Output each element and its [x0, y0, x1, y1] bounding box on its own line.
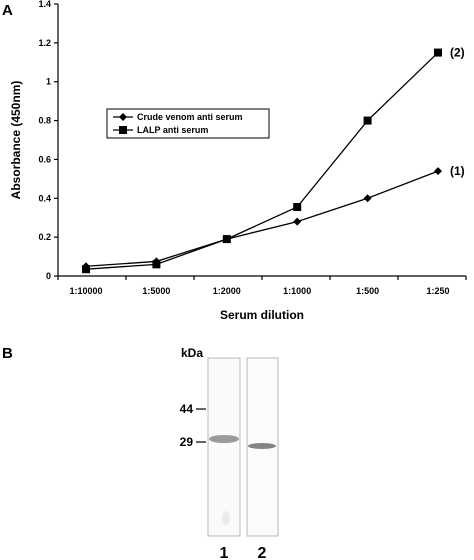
legend-box: [106, 108, 270, 139]
y-tick-label: 0.4: [38, 193, 51, 203]
x-tick-label: 1:250: [426, 286, 449, 296]
lane-2-band: [248, 443, 276, 449]
lane-2-label: 2: [258, 545, 267, 560]
y-tick-label: 0: [46, 271, 51, 281]
x-ticks: 1:10000 1:5000 1:2000 1:1000 1:500 1:250: [57, 276, 467, 296]
legend-label: Crude venom anti serum: [137, 112, 243, 122]
western-blot: [207, 357, 279, 537]
y-tick-label: 0.2: [38, 232, 51, 242]
series-1: [82, 167, 442, 271]
legend-label: LALP anti serum: [137, 125, 208, 135]
y-tick-label: 0.6: [38, 154, 51, 164]
x-tick-label: 1:5000: [142, 286, 170, 296]
data-point: [363, 194, 372, 203]
data-point: [82, 265, 90, 274]
x-tick-label: 1:2000: [213, 286, 241, 296]
series-2: [82, 48, 442, 274]
legend-marker: [119, 113, 127, 121]
marker-29-label: 29: [180, 435, 194, 449]
panel-a-letter: A: [2, 2, 13, 19]
data-point: [434, 48, 442, 57]
data-point: [363, 116, 372, 125]
line-chart: [57, 4, 466, 277]
series-line: [85, 52, 439, 270]
lane-1-band: [209, 435, 239, 443]
data-point: [152, 260, 161, 269]
x-tick-label: 1:10000: [69, 286, 102, 296]
data-point: [293, 217, 302, 226]
marker-44-label: 44: [180, 402, 194, 416]
series-end-labels: (1) (2): [450, 46, 465, 179]
blot-markers: 44 29: [180, 402, 206, 449]
lane-1-smudge: [222, 511, 230, 525]
lane-1-label: 1: [220, 545, 229, 560]
y-tick-label: 1.4: [38, 0, 51, 9]
series-line: [85, 170, 439, 267]
data-point: [222, 235, 231, 244]
x-tick-label: 1:1000: [283, 286, 311, 296]
series-end-label: (2): [450, 46, 465, 60]
data-point: [434, 167, 442, 176]
series-layer: [82, 48, 442, 274]
blot-lane-1-strip: [207, 357, 241, 537]
legend-marker: [119, 126, 127, 134]
legend: Crude venom anti serum LALP anti serum: [106, 108, 270, 139]
y-ticks: 0 0.2 0.4 0.6 0.8 1 1.2 1.4: [38, 0, 58, 281]
x-tick-label: 1:500: [356, 286, 379, 296]
data-point: [293, 203, 302, 212]
series-end-label: (1): [450, 164, 465, 178]
y-tick-label: 1.2: [38, 38, 51, 48]
panel-b-letter: B: [2, 345, 13, 362]
y-tick-label: 1: [46, 77, 51, 87]
y-tick-label: 0.8: [38, 116, 51, 126]
kda-unit-label: kDa: [181, 346, 203, 360]
x-axis-title: Serum dilution: [220, 308, 304, 322]
legend-items: Crude venom anti serum LALP anti serum: [113, 112, 243, 135]
y-axis-title: Absorbance (450nm): [9, 81, 23, 200]
